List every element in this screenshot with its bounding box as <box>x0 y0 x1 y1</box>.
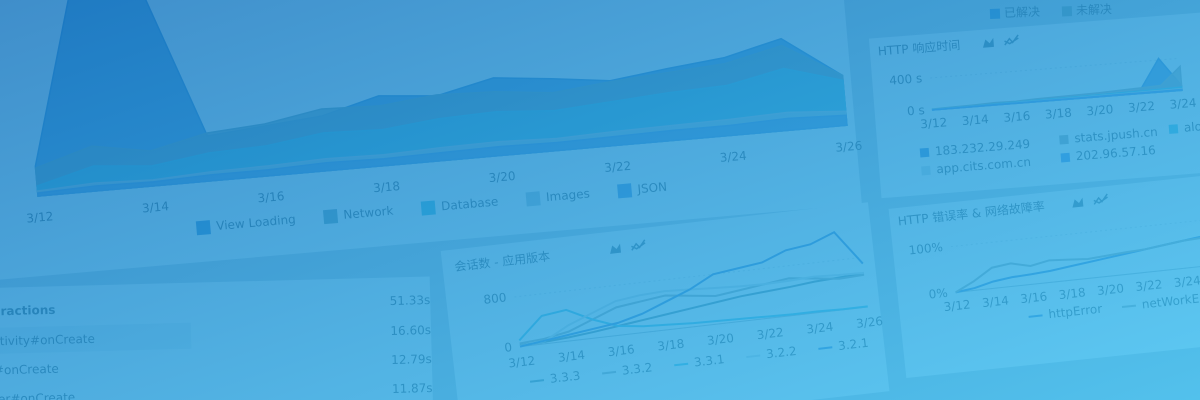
legend-swatch <box>195 220 211 236</box>
legend-swatch <box>420 200 436 216</box>
x-tick-label: 3/22 <box>1135 277 1163 294</box>
x-tick-label: 3/24 <box>1169 96 1197 112</box>
legend-swatch <box>989 8 1001 19</box>
x-tick-label: 3/12 <box>26 209 54 225</box>
legend-swatch <box>1168 124 1179 134</box>
legend-label: JSON <box>636 180 668 197</box>
row-name: ler#onCreate <box>0 390 75 400</box>
legend-swatch <box>919 147 930 158</box>
row-name: #onCreate <box>0 362 59 378</box>
x-tick-label: 3/20 <box>1096 281 1124 298</box>
x-tick-label: 3/24 <box>1173 273 1200 290</box>
legend-swatch <box>1060 152 1071 163</box>
legend-label: 已解决 <box>1004 5 1040 20</box>
legend-swatch <box>617 183 633 199</box>
x-tick-label: 3/14 <box>141 199 169 215</box>
legend-swatch <box>921 165 931 176</box>
y-tick-label: 0 s <box>906 103 925 118</box>
y-tick-label: 800 <box>483 290 507 307</box>
legend-label: 未解决 <box>1076 2 1112 17</box>
x-tick-label: 3/18 <box>1058 285 1086 302</box>
x-tick-label: 3/14 <box>981 293 1009 310</box>
y-tick-label: 400 s <box>889 71 923 88</box>
y-tick-label: 0 <box>504 340 513 355</box>
row-time: 16.60s <box>390 323 431 338</box>
legend-swatch <box>525 191 541 207</box>
legend-swatch <box>1059 134 1069 145</box>
x-tick-label: 3/22 <box>604 159 632 175</box>
legend-swatch <box>1061 6 1073 17</box>
table-title: eractions <box>0 303 56 319</box>
x-tick-label: 3/24 <box>719 149 747 165</box>
panel: eractions 51.33s ctivity#onCreate 16.60s #on… <box>0 276 434 400</box>
x-tick-label: 3/20 <box>488 169 516 185</box>
x-tick-label: 3/16 <box>1020 289 1048 306</box>
x-tick-label: 3/12 <box>920 115 948 131</box>
x-tick-label: 3/12 <box>943 297 971 314</box>
x-tick-label: 3/26 <box>835 138 863 154</box>
x-tick-label: 3/16 <box>257 189 285 205</box>
x-tick-label: 3/18 <box>373 179 401 195</box>
row-time: 11.87s <box>392 381 433 396</box>
x-tick-label: 3/18 <box>1044 106 1072 122</box>
x-tick-label: 3/14 <box>961 112 989 128</box>
legend-swatch <box>322 208 339 225</box>
x-tick-label: 3/22 <box>1127 99 1155 115</box>
x-tick-label: 3/16 <box>1003 109 1031 125</box>
x-tick-label: 3/20 <box>1086 102 1114 118</box>
row-time: 12.79s <box>391 352 432 367</box>
row-name: ctivity#onCreate <box>0 332 95 349</box>
table-total: 51.33s <box>389 293 430 308</box>
